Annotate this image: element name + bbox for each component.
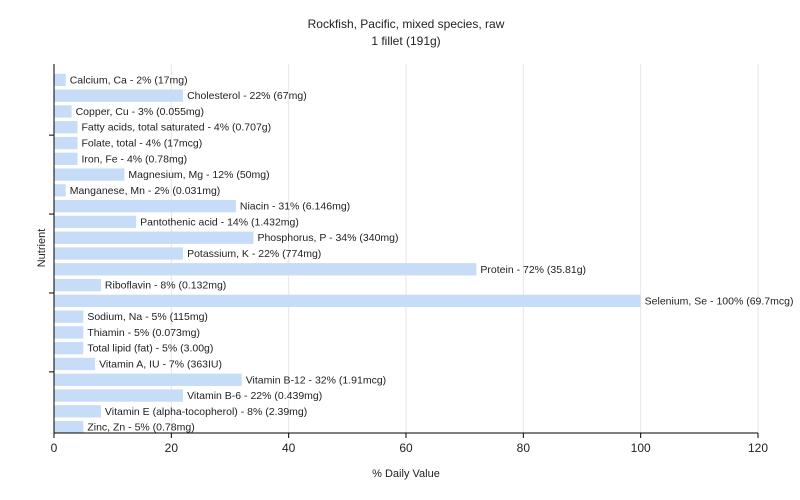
x-tick-label: 20 — [165, 441, 179, 455]
bar — [54, 373, 242, 386]
bar-label: Cholesterol - 22% (67mg) — [187, 90, 307, 102]
bar — [54, 294, 641, 308]
bar-label: Total lipid (fat) - 5% (3.00g) — [87, 343, 213, 355]
bar-label: Manganese, Mn - 2% (0.031mg) — [70, 185, 221, 197]
bar-label: Phosphorus, P - 34% (340mg) — [257, 232, 398, 244]
bar — [54, 357, 96, 371]
bar-label: Fatty acids, total saturated - 4% (0.707… — [81, 122, 271, 134]
bar-label: Zinc, Zn - 5% (0.78mg) — [87, 422, 194, 434]
bar-label: Vitamin B-6 - 22% (0.439mg) — [187, 390, 322, 402]
bar — [54, 121, 78, 134]
bar-label: Potassium, K - 22% (774mg) — [187, 248, 321, 260]
x-tick-label: 40 — [282, 441, 296, 455]
x-tick-label: 120 — [748, 441, 768, 455]
bar — [54, 73, 66, 87]
bar — [54, 326, 84, 339]
axes: 0 20 40 60 80 100 120 — [49, 64, 768, 455]
bar-label: Vitamin A, IU - 7% (363IU) — [99, 358, 222, 370]
bar — [54, 247, 184, 260]
bars: Calcium, Ca - 2% (17mg) Cholesterol - 22%… — [54, 73, 794, 434]
x-tick-label: 100 — [631, 441, 651, 455]
bar — [54, 278, 101, 292]
bar-label: Riboflavin - 8% (0.132mg) — [105, 280, 226, 292]
bar-label: Folate, total - 4% (17mcg) — [81, 138, 202, 150]
x-tick-label: 60 — [399, 441, 413, 455]
bar-label: Calcium, Ca - 2% (17mg) — [70, 74, 188, 86]
bar — [54, 263, 477, 276]
chart-subtitle: 1 fillet (191g) — [371, 34, 440, 48]
x-tick-label: 0 — [51, 441, 58, 455]
bar — [54, 136, 78, 150]
bar-label: Iron, Fe - 4% (0.78mg) — [81, 153, 187, 165]
bar — [54, 231, 254, 244]
bar — [54, 310, 84, 323]
bar — [54, 105, 72, 118]
x-axis-label: % Daily Value — [372, 468, 440, 480]
bar-label: Copper, Cu - 3% (0.055mg) — [76, 106, 204, 118]
bar-label: Protein - 72% (35.81g) — [480, 264, 586, 276]
bar — [54, 152, 78, 165]
bar — [54, 89, 184, 102]
bar-label: Sodium, Na - 5% (115mg) — [87, 311, 208, 323]
bar — [54, 168, 125, 181]
x-tick-label: 80 — [517, 441, 531, 455]
chart-title: Rockfish, Pacific, mixed species, raw — [308, 17, 505, 31]
bar — [54, 199, 236, 213]
bar — [54, 184, 66, 197]
bar — [54, 215, 137, 229]
bar-label: Selenium, Se - 100% (69.7mcg) — [645, 295, 794, 307]
gridlines — [170, 64, 759, 433]
bar-label: Vitamin E (alpha-tocopherol) - 8% (2.39m… — [105, 406, 307, 418]
y-axis-label: Nutrient — [36, 229, 48, 268]
bar-label: Magnesium, Mg - 12% (50mg) — [128, 169, 269, 181]
bar — [54, 389, 184, 402]
bar — [54, 405, 101, 418]
bar-label: Thiamin - 5% (0.073mg) — [87, 327, 200, 339]
bar-label: Niacin - 31% (6.146mg) — [240, 201, 350, 213]
bar-label: Pantothenic acid - 14% (1.432mg) — [140, 216, 299, 228]
bar — [54, 420, 84, 434]
bar-label: Vitamin B-12 - 32% (1.91mcg) — [246, 374, 386, 386]
bar — [54, 342, 84, 355]
